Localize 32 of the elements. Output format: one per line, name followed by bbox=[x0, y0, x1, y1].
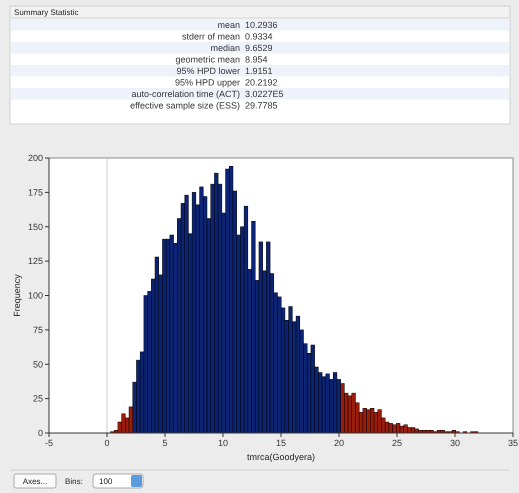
y-tick-label: 125 bbox=[28, 256, 43, 266]
x-tick-label: 15 bbox=[276, 438, 286, 448]
x-tick-label: 30 bbox=[450, 438, 460, 448]
x-tick-label: 0 bbox=[104, 438, 110, 448]
x-tick-label: 25 bbox=[392, 438, 402, 448]
bins-select: 100 bbox=[92, 474, 144, 488]
x-tick-label: 10 bbox=[218, 438, 228, 448]
axes-button: Axes... bbox=[14, 474, 56, 488]
x-tick-label: -5 bbox=[44, 438, 54, 448]
text: effective sample size (ESS) 29.7785 bbox=[130, 100, 278, 110]
y-tick-label: 25 bbox=[32, 394, 43, 404]
x-tick-label: 35 bbox=[508, 438, 518, 448]
x-tick-label: 5 bbox=[162, 438, 168, 448]
text: mean 10.2936 bbox=[217, 20, 278, 30]
y-tick-label: 50 bbox=[32, 359, 43, 370]
y-tick-label: 0 bbox=[38, 428, 43, 438]
text: geometric mean 8.954 bbox=[175, 54, 268, 64]
y-tick-label: 175 bbox=[28, 187, 43, 198]
text: 95% HPD lower 1.9151 bbox=[176, 66, 273, 76]
y-tick-label: 150 bbox=[28, 222, 43, 232]
text: stderr of mean 0.9334 bbox=[182, 32, 273, 42]
x-tick-label: 20 bbox=[334, 438, 344, 448]
text: median 9.6529 bbox=[210, 43, 273, 53]
text: Bins: bbox=[65, 477, 83, 486]
x-axis-title: tmrca(Goodyera) bbox=[246, 452, 316, 462]
text: 95% HPD upper 20.2192 bbox=[174, 78, 278, 88]
y-tick-label: 100 bbox=[28, 290, 43, 300]
y-tick-label: 200 bbox=[28, 153, 43, 163]
y-axis-title: Frequency bbox=[12, 274, 22, 317]
text: auto-correlation time (ACT) 3.0227E5 bbox=[131, 89, 284, 99]
text: Summary Statistic bbox=[14, 8, 78, 17]
y-tick-label: 75 bbox=[32, 324, 43, 335]
